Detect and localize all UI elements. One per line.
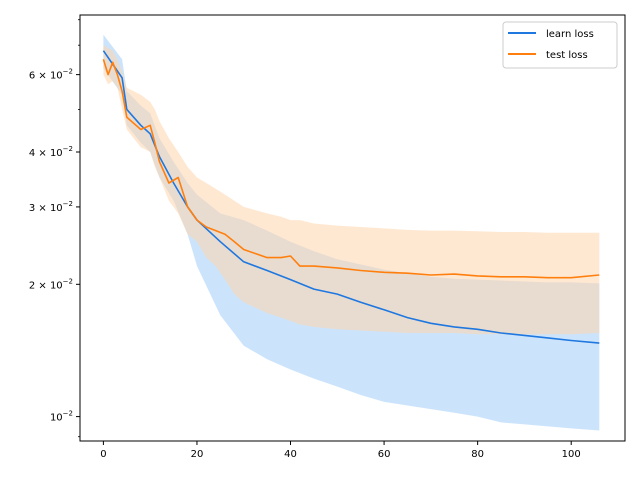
legend-label-test-loss: test loss — [546, 50, 588, 61]
line-test-loss — [102, 59, 600, 279]
x-axis: 0 20 40 60 80 100 — [100, 441, 581, 460]
y-tick-label: 10−2 — [50, 410, 73, 424]
y-tick-label: 6 × 10−2 — [29, 68, 73, 82]
x-tick-label: 60 — [378, 449, 391, 460]
legend: learn loss test loss — [502, 21, 618, 69]
y-tick-label: 2 × 10−2 — [29, 277, 73, 291]
line-learn-loss — [102, 50, 600, 344]
confidence-bands — [103, 34, 600, 431]
x-tick-label: 40 — [284, 449, 297, 460]
y-tick-label: 3 × 10−2 — [29, 200, 73, 214]
y-axis: 10−2 2 × 10−2 3 × 10−2 4 × 10−2 6 × 10−2 — [29, 19, 80, 438]
y-tick-label: 4 × 10−2 — [29, 145, 73, 159]
x-tick-label: 20 — [191, 449, 204, 460]
plot-frame — [79, 14, 626, 442]
legend-label-learn-loss: learn loss — [546, 29, 594, 40]
x-tick-label: 0 — [100, 449, 106, 460]
series-lines — [102, 50, 600, 344]
band-test-loss — [103, 45, 600, 335]
x-tick-label: 100 — [562, 449, 581, 460]
x-tick-label: 80 — [471, 449, 484, 460]
